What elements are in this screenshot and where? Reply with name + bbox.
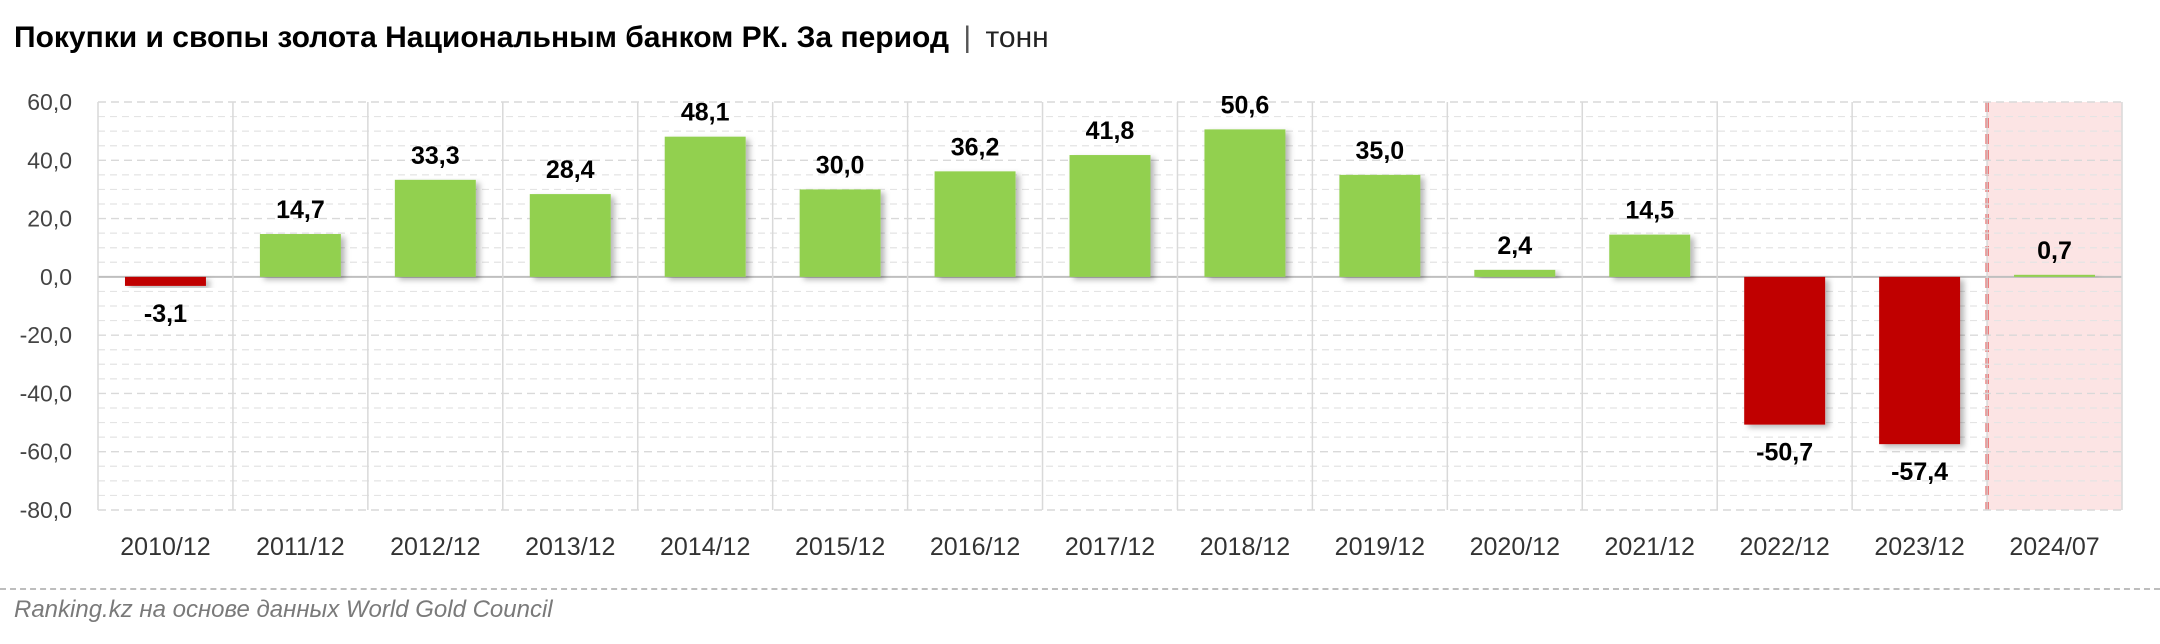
- y-axis: 60,0 40,0 20,0 0,0 -20,0 -40,0 -60,0 -80,0: [20, 89, 72, 523]
- x-tick-label: 2014/12: [660, 533, 750, 561]
- y-tick-label: 60,0: [27, 89, 72, 115]
- y-tick-label: 0,0: [40, 264, 72, 290]
- x-tick-label: 2024/07: [2009, 533, 2099, 561]
- bar-2014-12: [664, 136, 746, 277]
- x-tick-label: 2020/12: [1470, 533, 1560, 561]
- bar-2013-12: [529, 194, 611, 277]
- data-labels: -3,1 14,7 33,3 28,4 48,1 30,0 36,2 41,8 50,6 35,0…: [144, 91, 2072, 486]
- data-label: 14,5: [1625, 197, 1674, 225]
- bar-2012-12: [394, 179, 476, 277]
- x-tick-label: 2016/12: [930, 533, 1020, 561]
- bar-2021-12: [1609, 234, 1691, 277]
- x-tick-label: 2017/12: [1065, 533, 1155, 561]
- data-label: 14,7: [276, 196, 325, 224]
- y-tick-label: -60,0: [20, 439, 72, 465]
- data-label: 33,3: [411, 142, 460, 170]
- data-label: 0,7: [2037, 237, 2072, 265]
- y-tick-label: -20,0: [20, 322, 72, 348]
- bar-2016-12: [934, 171, 1016, 277]
- x-tick-label: 2012/12: [390, 533, 480, 561]
- bar-2017-12: [1069, 155, 1151, 277]
- bar-2019-12: [1339, 174, 1421, 277]
- data-label: 28,4: [546, 156, 595, 184]
- data-label: 36,2: [951, 133, 1000, 161]
- bar-chart: 60,0 40,0 20,0 0,0 -20,0 -40,0 -60,0 -80,0 -3,1…: [20, 89, 2123, 561]
- data-label: 50,6: [1221, 91, 1270, 119]
- x-tick-label: 2019/12: [1335, 533, 1425, 561]
- data-label: 30,0: [816, 151, 865, 179]
- data-label: -3,1: [144, 300, 187, 328]
- chart-title-main: Покупки и свопы золота Национальным банк…: [14, 21, 949, 54]
- footer-divider: [0, 588, 2160, 590]
- x-tick-label: 2015/12: [795, 533, 885, 561]
- y-tick-label: -80,0: [20, 497, 72, 523]
- bar-2022-12: [1744, 276, 1826, 425]
- bar-2020-12: [1474, 269, 1556, 277]
- chart-title: Покупки и свопы золота Национальным банк…: [14, 14, 1049, 62]
- data-label: -50,7: [1756, 439, 1813, 467]
- data-label: 2,4: [1497, 232, 1532, 260]
- source-note: Ranking.kz на основе данных World Gold C…: [14, 596, 553, 623]
- bars: [124, 129, 2096, 445]
- x-tick-label: 2011/12: [256, 533, 345, 561]
- data-label: 41,8: [1086, 117, 1135, 145]
- chart-title-separator: |: [963, 21, 972, 54]
- x-tick-label: 2018/12: [1200, 533, 1290, 561]
- bar-2018-12: [1204, 129, 1286, 277]
- x-tick-label: 2010/12: [120, 533, 210, 561]
- x-tick-label: 2022/12: [1739, 533, 1829, 561]
- x-tick-label: 2023/12: [1874, 533, 1964, 561]
- bar-2024-07: [2014, 274, 2096, 277]
- bar-2023-12: [1879, 276, 1961, 445]
- chart-title-unit: тонн: [985, 21, 1049, 54]
- x-tick-label: 2013/12: [525, 533, 615, 561]
- y-tick-label: -40,0: [20, 380, 72, 406]
- bar-2011-12: [259, 234, 341, 277]
- data-label: 35,0: [1356, 137, 1405, 165]
- x-axis: 2010/12 2011/12 2012/12 2013/12 2014/12 2015/…: [120, 533, 2099, 561]
- y-tick-label: 20,0: [27, 206, 72, 232]
- data-label: 48,1: [681, 99, 730, 127]
- y-tick-label: 40,0: [27, 147, 72, 173]
- bar-2010-12: [124, 276, 206, 286]
- bar-2015-12: [799, 189, 881, 277]
- data-label: -57,4: [1891, 458, 1948, 486]
- x-tick-label: 2021/12: [1605, 533, 1695, 561]
